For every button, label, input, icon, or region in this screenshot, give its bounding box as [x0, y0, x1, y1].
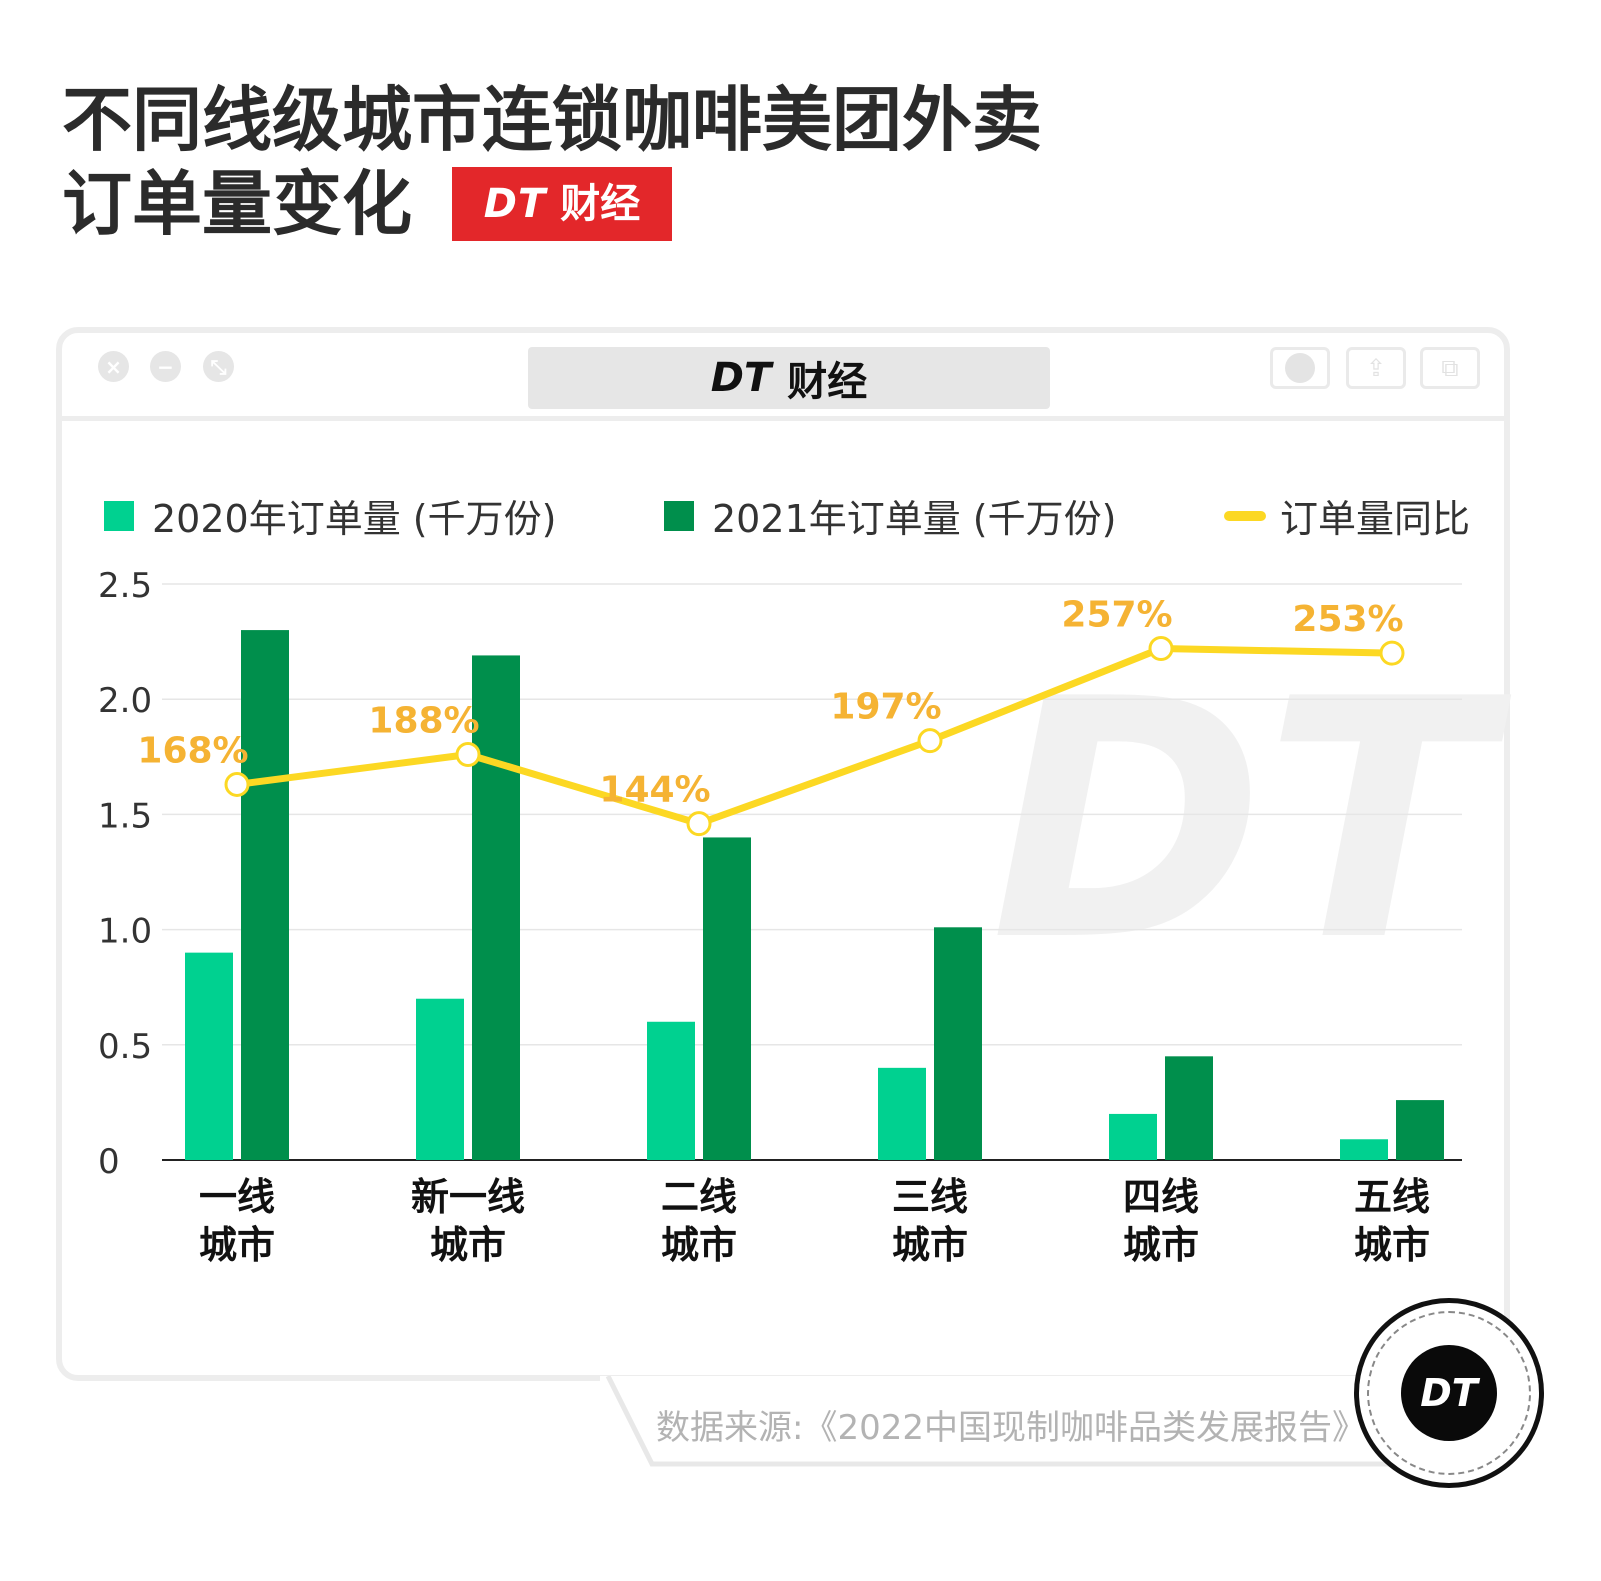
close-icon[interactable]: ×	[98, 351, 129, 382]
bar-2021	[1165, 1056, 1213, 1160]
bar-2020	[647, 1021, 695, 1160]
brand-badge-dt: DT	[483, 181, 547, 227]
legend-swatch-2021	[664, 500, 694, 531]
title-line-2-row: 订单量变化 DT 财经	[62, 162, 1042, 246]
bar-2021	[472, 655, 520, 1160]
share-icon[interactable]: ⇪	[1346, 347, 1406, 389]
yoy-point	[224, 771, 250, 797]
yoy-data-label: 188%	[368, 700, 479, 741]
x-tick-label: 城市	[892, 1223, 968, 1267]
y-tick-label: 2.5	[98, 566, 152, 606]
x-tick-label: 二线	[661, 1175, 737, 1219]
bar-2020	[1340, 1139, 1388, 1160]
title-line-1: 不同线级城市连锁咖啡美团外卖	[62, 79, 1042, 161]
x-tick-label: 城市	[1354, 1223, 1430, 1267]
x-tick-label: 三线	[892, 1175, 968, 1219]
legend-line-yoy	[1224, 510, 1266, 521]
title-line-2: 订单量变化	[62, 163, 412, 245]
dt-logo-mark: DT	[1401, 1345, 1497, 1441]
watermark-dt: DT	[990, 629, 1511, 1013]
yoy-line	[236, 645, 1393, 828]
x-tick-label: 城市	[199, 1223, 275, 1267]
legend-label-2020: 2020年订单量 (千万份)	[152, 497, 557, 541]
yoy-data-label: 257%	[1061, 595, 1172, 636]
browser-window: × − ⤡ DT 财经 ⇪ ⧉	[56, 327, 1510, 1381]
bar-2021	[703, 837, 751, 1160]
bar-2021	[241, 630, 289, 1160]
source-tab	[600, 1376, 1390, 1470]
bar-2021	[1396, 1100, 1444, 1160]
yoy-data-label: 168%	[137, 730, 248, 771]
bar-2020	[878, 1067, 926, 1160]
data-source: 数据来源:《2022中国现制咖啡品类发展报告》	[656, 1408, 1366, 1448]
x-tick-label: 城市	[1123, 1223, 1199, 1267]
x-tick-label: 新一线	[411, 1175, 525, 1219]
y-tick-label: 0.5	[98, 1027, 152, 1067]
yoy-point	[1148, 636, 1174, 662]
legend-item-2021: 2021年订单量 (千万份)	[664, 488, 1116, 543]
legend: 2020年订单量 (千万份) 2021年订单量 (千万份) 订单量同比	[0, 488, 1601, 541]
legend-label-2021: 2021年订单量 (千万份)	[712, 497, 1117, 541]
brand-badge-cn: 财经	[560, 181, 641, 227]
window-title: DT 财经	[528, 347, 1050, 409]
window-title-dt: DT	[710, 355, 772, 401]
y-tick-label: 2.0	[98, 681, 152, 721]
window-title-cn: 财经	[787, 359, 868, 405]
bar-2020	[185, 952, 233, 1160]
x-tick-label: 四线	[1123, 1175, 1199, 1219]
yoy-point	[1379, 640, 1405, 666]
x-tick-label: 一线	[199, 1175, 275, 1219]
yoy-point	[455, 741, 481, 767]
yoy-data-label: 253%	[1292, 599, 1403, 640]
dt-logo-ring: DT	[1367, 1311, 1531, 1475]
yoy-point	[917, 728, 943, 754]
bar-2021	[934, 927, 982, 1160]
bar-2020	[416, 998, 464, 1160]
y-tick-label: 1.5	[98, 796, 152, 836]
maximize-icon[interactable]: ⤡	[203, 351, 234, 382]
minimize-icon[interactable]: −	[150, 351, 181, 382]
source-tab-shape	[605, 1376, 1390, 1467]
legend-label-yoy: 订单量同比	[1280, 497, 1471, 541]
x-tick-label: 城市	[661, 1223, 737, 1267]
chart-title: 不同线级城市连锁咖啡美团外卖 订单量变化 DT 财经	[62, 78, 1042, 246]
y-tick-label: 0	[98, 1142, 120, 1182]
x-tick-label: 五线	[1354, 1175, 1430, 1219]
copy-icon[interactable]: ⧉	[1420, 347, 1480, 389]
brand-badge: DT 财经	[452, 167, 672, 241]
legend-swatch-2020	[104, 500, 134, 531]
dt-logo: DT	[1354, 1298, 1544, 1488]
yoy-data-label: 144%	[599, 770, 710, 811]
y-tick-label: 1.0	[98, 912, 152, 952]
record-icon[interactable]	[1270, 347, 1330, 389]
yoy-data-label: 197%	[830, 687, 941, 728]
x-tick-label: 城市	[430, 1223, 506, 1267]
legend-item-2020: 2020年订单量 (千万份)	[104, 488, 556, 543]
window-title-bar: × − ⤡ DT 财经 ⇪ ⧉	[62, 333, 1504, 421]
legend-item-yoy: 订单量同比	[1224, 488, 1470, 543]
yoy-point	[686, 811, 712, 837]
bar-2020	[1109, 1113, 1157, 1160]
